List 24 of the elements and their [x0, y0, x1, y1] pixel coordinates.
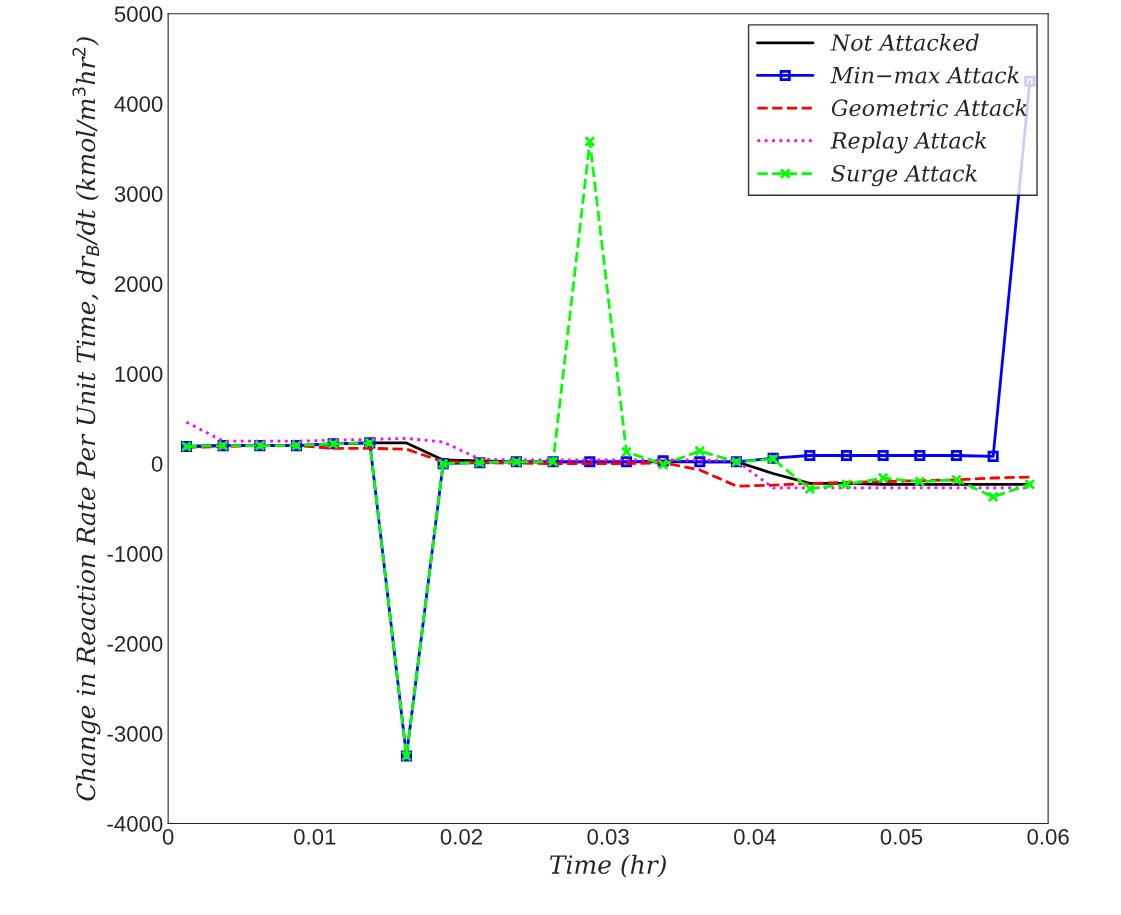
x-tick-label: 0.04	[734, 828, 776, 845]
legend-label: Geometric Attack	[831, 98, 1027, 117]
legend-label: Min−max Attack	[830, 66, 1019, 84]
y-tick-label: 1000	[115, 366, 163, 382]
x-axis-title: Time (hr)	[549, 854, 666, 878]
y-tick-label: -3000	[107, 726, 163, 742]
y-tick-label: -4000	[107, 816, 163, 832]
x-tick-label: 0.01	[294, 828, 336, 845]
y-tick-label: -2000	[107, 636, 163, 652]
x-tick-label: 0.05	[880, 828, 923, 845]
x-tick-label: 0	[162, 828, 174, 845]
legend-label: Surge Attack	[831, 164, 977, 187]
y-tick-label: 3000	[114, 186, 163, 202]
x-tick-label: 0.02	[440, 828, 482, 845]
x-tick-label: 0.03	[587, 828, 629, 845]
y-tick-label: 5000	[114, 6, 163, 22]
y-axis-title: Change in Reaction Rate Per Unit Time, dr$_{B}$/dt (kmol/m$^{3}$hr$^{2}$)	[72, 37, 101, 801]
x-tick-label: 0.06	[1027, 828, 1069, 845]
y-tick-label: 0	[151, 456, 163, 472]
y-tick-label: -1000	[107, 546, 163, 562]
legend-label: Not Attacked	[830, 33, 979, 51]
y-tick-label: 2000	[114, 276, 163, 292]
y-tick-label: 4000	[114, 96, 163, 112]
legend-label: Replay Attack	[830, 131, 987, 154]
